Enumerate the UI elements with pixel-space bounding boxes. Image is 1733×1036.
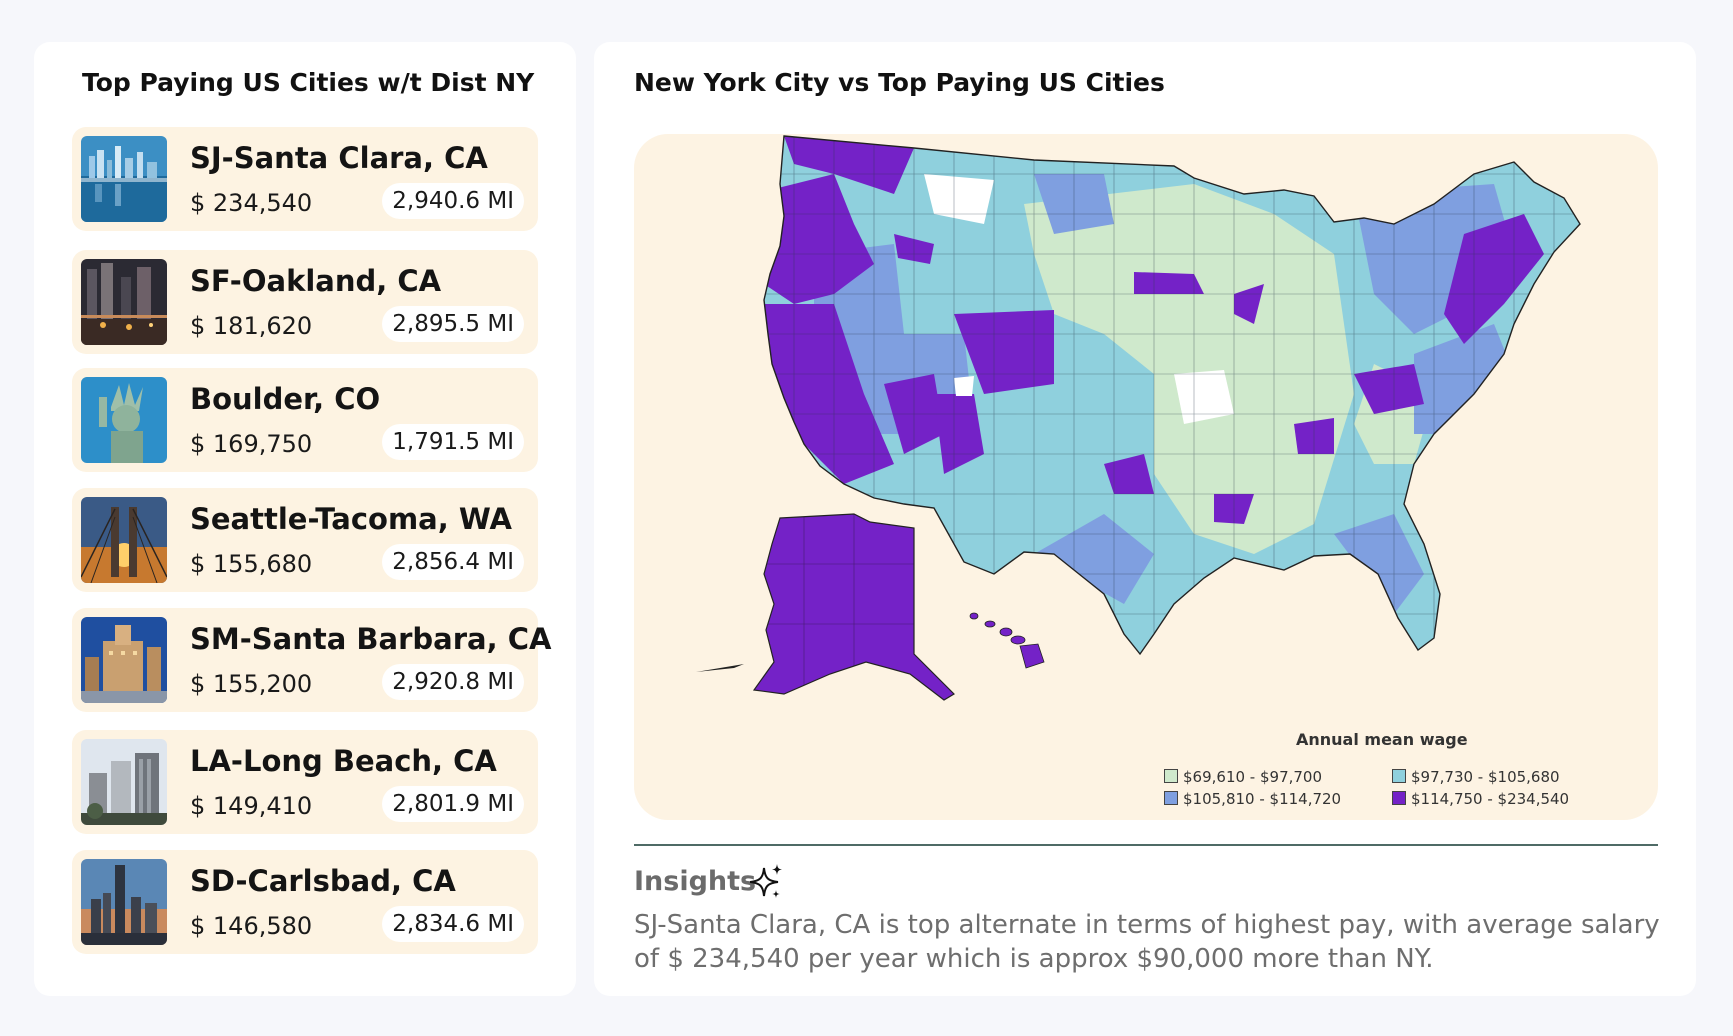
- city-wage: $ 146,580: [190, 912, 313, 940]
- city-wage: $ 169,750: [190, 430, 313, 458]
- legend-item: $69,610 - $97,700: [1164, 768, 1322, 786]
- city-name: SD-Carlsbad, CA: [190, 864, 456, 898]
- wage-map: Annual mean wage $69,610 - $97,700 $97,7…: [634, 134, 1658, 820]
- legend-swatch: [1392, 791, 1406, 805]
- divider: [634, 844, 1658, 846]
- city-list-panel: Top Paying US Cities w/t Dist NY SJ-Sant…: [34, 42, 576, 996]
- city-distance: 2,920.8 MI: [382, 664, 524, 700]
- city-card[interactable]: Seattle-Tacoma, WA $ 155,680 2,856.4 MI: [72, 488, 538, 592]
- legend-swatch: [1392, 769, 1406, 783]
- legend-title: Annual mean wage: [1296, 730, 1468, 749]
- legend-item: $105,810 - $114,720: [1164, 790, 1341, 808]
- city-distance: 2,895.5 MI: [382, 306, 524, 342]
- panel-title: New York City vs Top Paying US Cities: [634, 68, 1165, 97]
- panel-title: Top Paying US Cities w/t Dist NY: [82, 68, 535, 97]
- city-name: Seattle-Tacoma, WA: [190, 502, 512, 536]
- city-card[interactable]: Boulder, CO $ 169,750 1,791.5 MI: [72, 368, 538, 472]
- city-card[interactable]: SD-Carlsbad, CA $ 146,580 2,834.6 MI: [72, 850, 538, 954]
- legend-label: $97,730 - $105,680: [1411, 768, 1560, 786]
- map-panel: New York City vs Top Paying US Cities: [594, 42, 1696, 996]
- city-name: SJ-Santa Clara, CA: [190, 141, 488, 175]
- city-distance: 2,834.6 MI: [382, 906, 524, 942]
- legend-swatch: [1164, 769, 1178, 783]
- city-photo: [81, 739, 167, 825]
- city-distance: 2,940.6 MI: [382, 183, 524, 219]
- city-wage: $ 155,680: [190, 550, 313, 578]
- city-name: LA-Long Beach, CA: [190, 744, 497, 778]
- city-wage: $ 181,620: [190, 312, 313, 340]
- city-wage: $ 149,410: [190, 792, 313, 820]
- city-card[interactable]: SF-Oakland, CA $ 181,620 2,895.5 MI: [72, 250, 538, 354]
- city-card[interactable]: SJ-Santa Clara, CA $ 234,540 2,940.6 MI: [72, 127, 538, 231]
- city-card[interactable]: LA-Long Beach, CA $ 149,410 2,801.9 MI: [72, 730, 538, 834]
- city-name: SF-Oakland, CA: [190, 264, 442, 298]
- insights-body: SJ-Santa Clara, CA is top alternate in t…: [634, 910, 1660, 974]
- city-wage: $ 155,200: [190, 670, 313, 698]
- city-photo: [81, 377, 167, 463]
- city-photo: [81, 617, 167, 703]
- insights-title: Insights: [634, 866, 757, 897]
- city-card[interactable]: SM-Santa Barbara, CA $ 155,200 2,920.8 M…: [72, 608, 551, 712]
- city-name: SM-Santa Barbara, CA: [190, 622, 552, 656]
- legend-label: $69,610 - $97,700: [1183, 768, 1323, 786]
- legend-label: $105,810 - $114,720: [1183, 790, 1342, 808]
- legend-swatch: [1164, 791, 1178, 805]
- city-wage: $ 234,540: [190, 189, 313, 217]
- city-photo: [81, 497, 167, 583]
- city-name: Boulder, CO: [190, 382, 381, 416]
- legend-item: $114,750 - $234,540: [1392, 790, 1569, 808]
- city-photo: [81, 859, 167, 945]
- legend-item: $97,730 - $105,680: [1392, 768, 1560, 786]
- city-distance: 2,801.9 MI: [382, 786, 524, 822]
- city-distance: 2,856.4 MI: [382, 544, 524, 580]
- city-distance: 1,791.5 MI: [382, 424, 524, 460]
- sparkle-icon: [750, 864, 782, 898]
- legend-label: $114,750 - $234,540: [1411, 790, 1570, 808]
- city-photo: [81, 259, 167, 345]
- city-photo: [81, 136, 167, 222]
- us-wage-choropleth: [696, 135, 1581, 701]
